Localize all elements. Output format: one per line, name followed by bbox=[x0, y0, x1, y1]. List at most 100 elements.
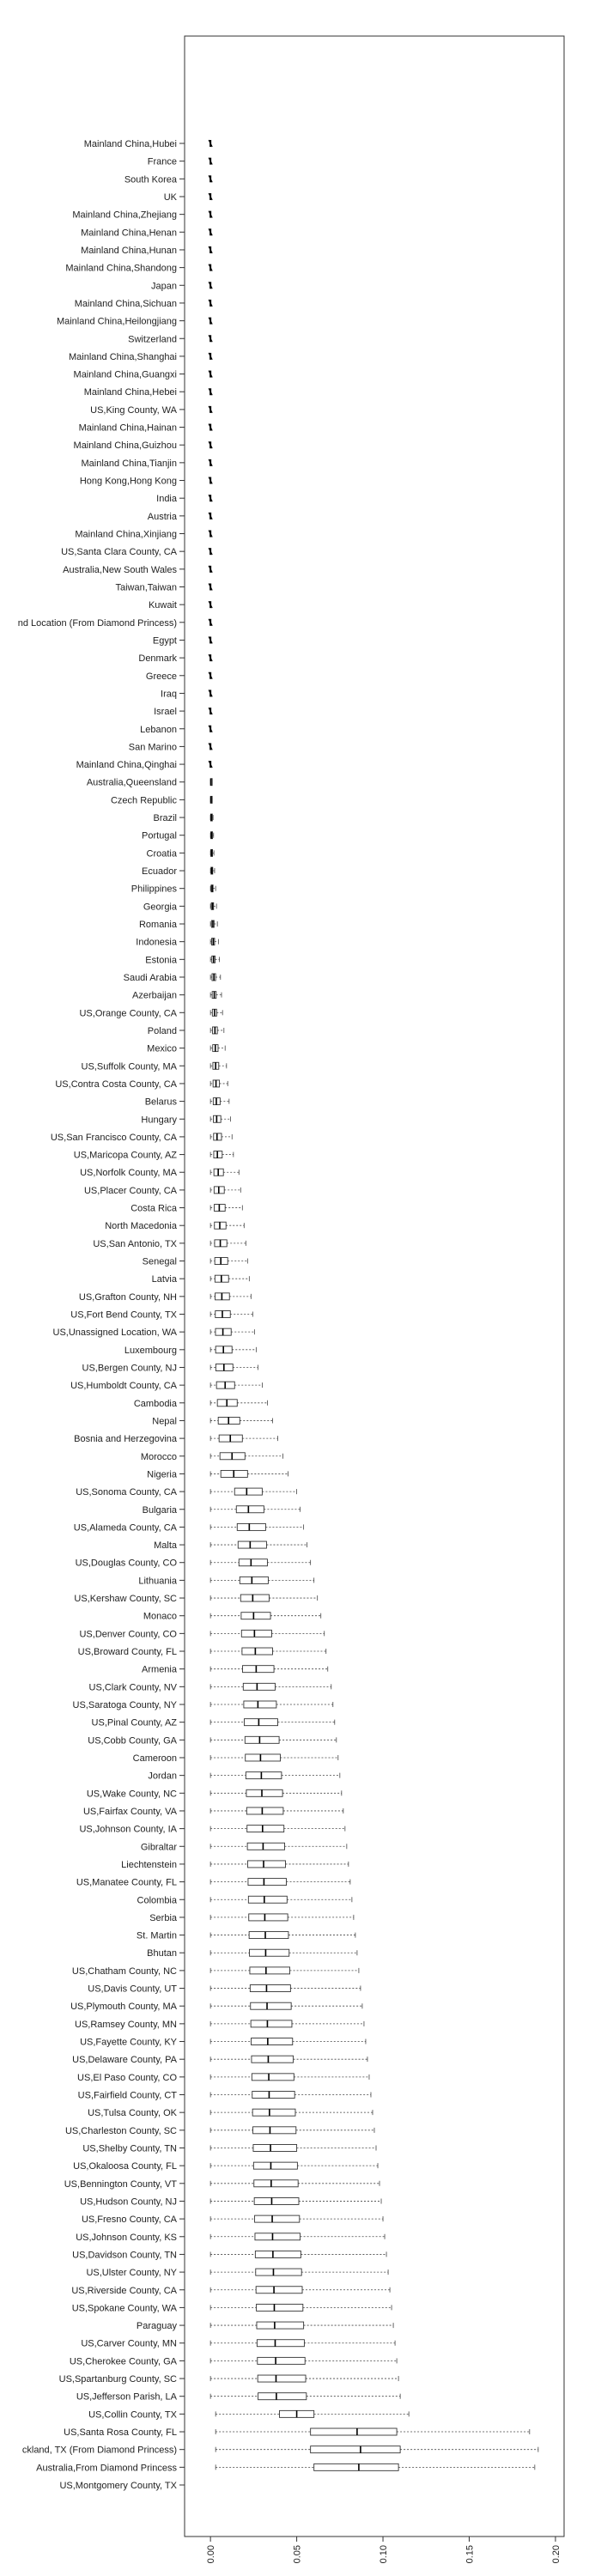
y-tick-label: Armenia bbox=[142, 1665, 178, 1675]
box-51 bbox=[209, 1044, 226, 1053]
box-80 bbox=[209, 1558, 312, 1567]
y-tick-label: US,Okaloosa County, FL bbox=[73, 2161, 177, 2172]
box-body bbox=[236, 1522, 266, 1531]
box-body bbox=[252, 2108, 296, 2117]
box-89 bbox=[209, 1718, 336, 1727]
y-tick-label: Hong Kong,Hong Kong bbox=[80, 477, 177, 487]
box-body bbox=[257, 2356, 306, 2365]
box-62 bbox=[209, 1239, 246, 1248]
box-47 bbox=[209, 973, 222, 981]
y-tick-label: US,Douglas County, CO bbox=[76, 1558, 178, 1569]
y-tick-label: US,Humboldt County, CA bbox=[70, 1381, 178, 1391]
y-tick-label: Mexico bbox=[147, 1044, 177, 1054]
y-tick-label: Bhutan bbox=[147, 1948, 177, 1959]
y-tick-label: Ecuador bbox=[142, 866, 177, 877]
y-tick-label: Kuwait bbox=[149, 600, 177, 611]
y-tick-label: Israel bbox=[154, 707, 177, 717]
box-6 bbox=[208, 246, 213, 254]
box-27 bbox=[208, 618, 213, 627]
box-4 bbox=[208, 210, 213, 218]
box-body bbox=[245, 1753, 281, 1762]
y-tick-label: Philippines bbox=[131, 884, 178, 895]
box-126 bbox=[209, 2374, 399, 2383]
box-body bbox=[244, 1718, 278, 1727]
box-60 bbox=[209, 1204, 243, 1212]
y-tick-label: Gibraltar bbox=[141, 1842, 178, 1852]
y-tick-label: Monaco bbox=[143, 1612, 177, 1622]
box-23 bbox=[208, 547, 213, 556]
box-92 bbox=[209, 1771, 341, 1780]
y-tick-label: Cambodia bbox=[134, 1399, 178, 1409]
box-91 bbox=[209, 1753, 339, 1762]
box-body bbox=[252, 2161, 298, 2170]
y-tick-label: Hungary bbox=[141, 1115, 177, 1125]
y-tick-label: Liechtenstein bbox=[121, 1860, 177, 1870]
y-tick-label: India bbox=[156, 494, 178, 504]
y-tick-label: Mainland China,Zhejiang bbox=[72, 210, 177, 221]
box-34 bbox=[208, 743, 213, 750]
box-125 bbox=[209, 2356, 398, 2365]
box-body bbox=[310, 2445, 401, 2454]
y-tick-label: Mainland China,Xinjiang bbox=[75, 530, 177, 540]
box-17 bbox=[208, 440, 213, 449]
box-20 bbox=[208, 494, 213, 502]
box-body bbox=[246, 1807, 284, 1815]
box-82 bbox=[209, 1594, 319, 1602]
y-tick-label: US,Johnson County, KS bbox=[76, 2233, 177, 2243]
box-100 bbox=[209, 1913, 355, 1922]
box-61 bbox=[209, 1221, 245, 1230]
y-tick-label: US,Denver County, CO bbox=[79, 1629, 177, 1639]
box-45 bbox=[209, 938, 219, 946]
y-tick-label: US,Norfolk County, MA bbox=[80, 1168, 178, 1178]
box-66 bbox=[209, 1310, 253, 1318]
y-tick-label: Poland bbox=[148, 1026, 177, 1036]
y-tick-label: UK bbox=[164, 192, 178, 203]
box-50 bbox=[209, 1026, 225, 1035]
box-106 bbox=[209, 2020, 365, 2028]
y-tick-label: Austria bbox=[148, 512, 178, 522]
box-57 bbox=[209, 1151, 234, 1159]
box-30 bbox=[208, 671, 213, 680]
box-body bbox=[251, 2055, 294, 2063]
y-tick-label: Mainland China,Guangxi bbox=[74, 370, 177, 380]
box-90 bbox=[209, 1735, 337, 1744]
box-3 bbox=[208, 192, 213, 201]
box-58 bbox=[209, 1168, 240, 1176]
y-tick-label: US,Clark County, NV bbox=[89, 1682, 178, 1692]
box-96 bbox=[209, 1842, 348, 1850]
box-body bbox=[255, 2286, 303, 2294]
y-tick-label: Croatia bbox=[147, 848, 178, 859]
y-tick-label: US,Fairfield County, CT bbox=[78, 2091, 178, 2101]
y-tick-label: US,San Francisco County, CA bbox=[51, 1133, 178, 1143]
y-tick-label: Australia,Queensland bbox=[87, 778, 177, 788]
x-tick-label: 0.15 bbox=[465, 2545, 476, 2563]
y-tick-label: Indonesia bbox=[136, 938, 178, 948]
box-29 bbox=[208, 653, 213, 662]
box-111 bbox=[209, 2108, 373, 2117]
box-21 bbox=[208, 512, 213, 520]
y-tick-label: US,Cobb County, GA bbox=[88, 1735, 177, 1746]
box-39 bbox=[209, 831, 215, 840]
box-124 bbox=[209, 2339, 396, 2348]
box-109 bbox=[209, 2073, 370, 2081]
y-tick-label: Switzerland bbox=[128, 334, 177, 344]
box-body bbox=[249, 1966, 291, 1975]
box-36 bbox=[209, 778, 213, 787]
box-73 bbox=[209, 1434, 278, 1443]
box-56 bbox=[209, 1133, 233, 1141]
y-tick-label: Egypt bbox=[153, 635, 177, 646]
y-tick-label: US,Unassigned Location, WA bbox=[53, 1327, 178, 1338]
y-tick-label: Mainland China,Qinghai bbox=[76, 760, 177, 770]
x-axis: 0.00 0.05 0.10 0.15 0.20 bbox=[206, 2537, 562, 2563]
box-body bbox=[240, 1612, 271, 1620]
y-tick-label: US,Sonoma County, CA bbox=[76, 1487, 177, 1498]
box-59 bbox=[209, 1186, 241, 1194]
box-63 bbox=[209, 1257, 248, 1265]
box-body bbox=[240, 1629, 272, 1637]
box-35 bbox=[208, 760, 213, 769]
box-16 bbox=[208, 423, 213, 431]
box-68 bbox=[209, 1346, 257, 1354]
y-tick-label: US,Jefferson Parish, LA bbox=[76, 2392, 178, 2403]
box-body bbox=[234, 1487, 263, 1496]
